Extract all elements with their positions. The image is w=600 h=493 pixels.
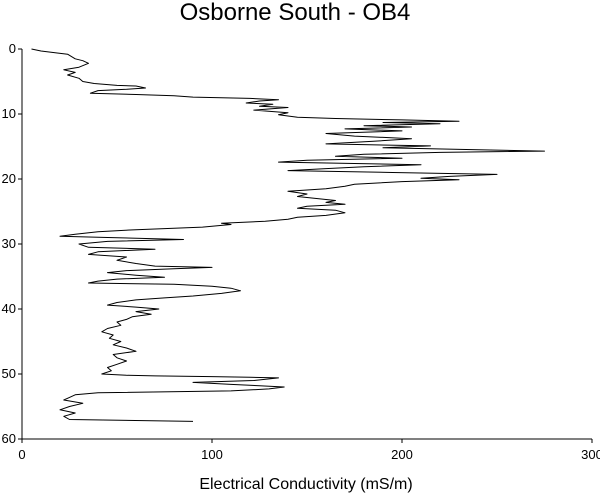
- y-tick-label: 50: [2, 366, 16, 381]
- y-tick-label: 10: [2, 106, 16, 121]
- y-tick-label: 60: [2, 431, 16, 446]
- chart-title: Osborne South - OB4: [180, 0, 411, 26]
- x-tick-label: 300: [581, 447, 600, 462]
- x-tick-label: 0: [18, 447, 25, 462]
- axes: [21, 49, 592, 440]
- x-tick-label: 200: [391, 447, 413, 462]
- x-tick-label: 100: [201, 447, 223, 462]
- y-tick-label: 30: [2, 236, 16, 251]
- y-tick-label: 0: [9, 41, 16, 56]
- y-tick-label: 20: [2, 171, 16, 186]
- x-axis-label: Electrical Conductivity (mS/m): [199, 476, 412, 493]
- y-tick-label: 40: [2, 301, 16, 316]
- series-layer: [31, 48, 545, 422]
- series-line-0: [31, 48, 545, 422]
